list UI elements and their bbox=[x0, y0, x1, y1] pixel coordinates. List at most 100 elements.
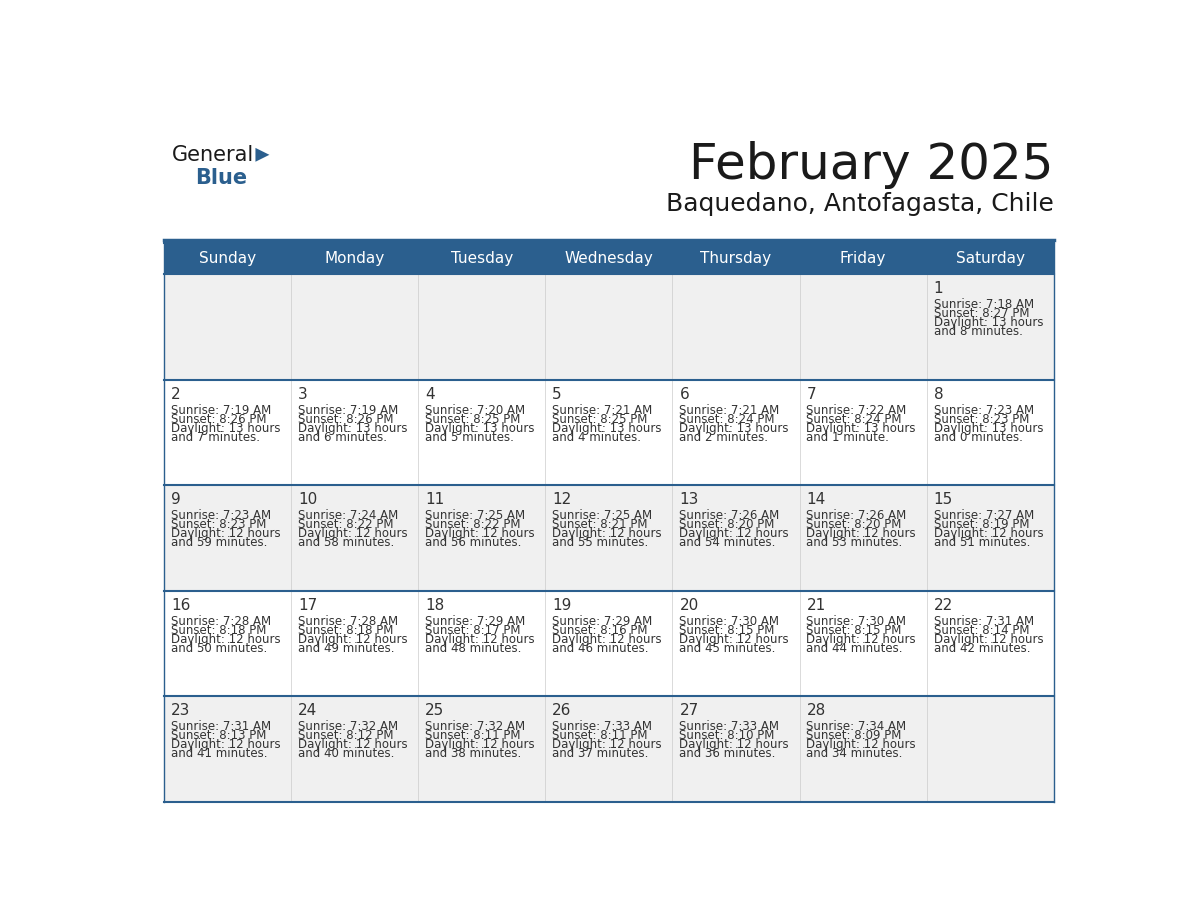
Text: Thursday: Thursday bbox=[701, 252, 771, 266]
Text: 2: 2 bbox=[171, 386, 181, 401]
Text: Sunrise: 7:29 AM: Sunrise: 7:29 AM bbox=[425, 614, 525, 628]
Text: Sunrise: 7:26 AM: Sunrise: 7:26 AM bbox=[680, 509, 779, 522]
Text: Sunrise: 7:25 AM: Sunrise: 7:25 AM bbox=[552, 509, 652, 522]
Bar bbox=[164, 380, 1054, 485]
Text: and 2 minutes.: and 2 minutes. bbox=[680, 431, 769, 443]
Text: Sunset: 8:24 PM: Sunset: 8:24 PM bbox=[807, 412, 902, 426]
Text: Daylight: 13 hours: Daylight: 13 hours bbox=[552, 421, 662, 435]
Text: Sunset: 8:15 PM: Sunset: 8:15 PM bbox=[680, 623, 775, 636]
Text: and 45 minutes.: and 45 minutes. bbox=[680, 642, 776, 655]
Text: Sunrise: 7:33 AM: Sunrise: 7:33 AM bbox=[680, 720, 779, 733]
Text: and 40 minutes.: and 40 minutes. bbox=[298, 747, 394, 760]
Text: 12: 12 bbox=[552, 492, 571, 507]
Text: Daylight: 13 hours: Daylight: 13 hours bbox=[934, 316, 1043, 330]
Text: 24: 24 bbox=[298, 703, 317, 718]
Text: 15: 15 bbox=[934, 492, 953, 507]
Text: Daylight: 12 hours: Daylight: 12 hours bbox=[552, 633, 662, 645]
Text: Sunrise: 7:30 AM: Sunrise: 7:30 AM bbox=[680, 614, 779, 628]
Text: Sunrise: 7:24 AM: Sunrise: 7:24 AM bbox=[298, 509, 398, 522]
Text: and 59 minutes.: and 59 minutes. bbox=[171, 536, 267, 549]
Text: Sunset: 8:23 PM: Sunset: 8:23 PM bbox=[171, 518, 266, 532]
Text: and 1 minute.: and 1 minute. bbox=[807, 431, 890, 443]
Text: Sunrise: 7:25 AM: Sunrise: 7:25 AM bbox=[425, 509, 525, 522]
Text: 22: 22 bbox=[934, 598, 953, 612]
Text: Sunset: 8:25 PM: Sunset: 8:25 PM bbox=[425, 412, 520, 426]
Text: and 58 minutes.: and 58 minutes. bbox=[298, 536, 394, 549]
Text: Daylight: 12 hours: Daylight: 12 hours bbox=[934, 633, 1043, 645]
Text: Sunset: 8:26 PM: Sunset: 8:26 PM bbox=[298, 412, 393, 426]
Text: Sunset: 8:26 PM: Sunset: 8:26 PM bbox=[171, 412, 266, 426]
Text: Daylight: 12 hours: Daylight: 12 hours bbox=[425, 738, 535, 751]
Bar bbox=[164, 696, 1054, 801]
Text: Daylight: 12 hours: Daylight: 12 hours bbox=[298, 738, 407, 751]
Text: 9: 9 bbox=[171, 492, 181, 507]
Text: Sunrise: 7:23 AM: Sunrise: 7:23 AM bbox=[171, 509, 271, 522]
Text: Daylight: 12 hours: Daylight: 12 hours bbox=[425, 633, 535, 645]
Text: Sunset: 8:19 PM: Sunset: 8:19 PM bbox=[934, 518, 1029, 532]
Text: and 7 minutes.: and 7 minutes. bbox=[171, 431, 260, 443]
Text: 1: 1 bbox=[934, 281, 943, 297]
Bar bbox=[164, 243, 1054, 274]
Text: Daylight: 13 hours: Daylight: 13 hours bbox=[807, 421, 916, 435]
Text: Daylight: 12 hours: Daylight: 12 hours bbox=[552, 527, 662, 540]
Text: Sunset: 8:13 PM: Sunset: 8:13 PM bbox=[171, 729, 266, 742]
Text: and 53 minutes.: and 53 minutes. bbox=[807, 536, 903, 549]
Text: and 55 minutes.: and 55 minutes. bbox=[552, 536, 649, 549]
Text: and 48 minutes.: and 48 minutes. bbox=[425, 642, 522, 655]
Text: and 5 minutes.: and 5 minutes. bbox=[425, 431, 514, 443]
Text: Sunset: 8:11 PM: Sunset: 8:11 PM bbox=[425, 729, 520, 742]
Text: Daylight: 13 hours: Daylight: 13 hours bbox=[171, 421, 280, 435]
Text: Sunset: 8:11 PM: Sunset: 8:11 PM bbox=[552, 729, 647, 742]
Text: Sunset: 8:25 PM: Sunset: 8:25 PM bbox=[552, 412, 647, 426]
Text: Blue: Blue bbox=[195, 168, 247, 188]
Text: 21: 21 bbox=[807, 598, 826, 612]
Text: Sunrise: 7:21 AM: Sunrise: 7:21 AM bbox=[680, 404, 779, 417]
Text: Wednesday: Wednesday bbox=[564, 252, 653, 266]
Text: Sunrise: 7:22 AM: Sunrise: 7:22 AM bbox=[807, 404, 906, 417]
Text: Daylight: 13 hours: Daylight: 13 hours bbox=[680, 421, 789, 435]
Text: Baquedano, Antofagasta, Chile: Baquedano, Antofagasta, Chile bbox=[665, 192, 1054, 216]
Text: Daylight: 12 hours: Daylight: 12 hours bbox=[680, 633, 789, 645]
Text: Sunday: Sunday bbox=[198, 252, 257, 266]
Text: Tuesday: Tuesday bbox=[450, 252, 513, 266]
Text: and 37 minutes.: and 37 minutes. bbox=[552, 747, 649, 760]
Text: Daylight: 12 hours: Daylight: 12 hours bbox=[298, 633, 407, 645]
Text: and 42 minutes.: and 42 minutes. bbox=[934, 642, 1030, 655]
Text: and 6 minutes.: and 6 minutes. bbox=[298, 431, 387, 443]
Bar bbox=[164, 274, 1054, 380]
Text: Sunrise: 7:31 AM: Sunrise: 7:31 AM bbox=[171, 720, 271, 733]
Text: Sunset: 8:09 PM: Sunset: 8:09 PM bbox=[807, 729, 902, 742]
Text: and 46 minutes.: and 46 minutes. bbox=[552, 642, 649, 655]
Text: Sunset: 8:14 PM: Sunset: 8:14 PM bbox=[934, 623, 1029, 636]
Text: Sunrise: 7:34 AM: Sunrise: 7:34 AM bbox=[807, 720, 906, 733]
Text: 27: 27 bbox=[680, 703, 699, 718]
Text: and 56 minutes.: and 56 minutes. bbox=[425, 536, 522, 549]
Text: 20: 20 bbox=[680, 598, 699, 612]
Text: Sunrise: 7:28 AM: Sunrise: 7:28 AM bbox=[171, 614, 271, 628]
Text: and 54 minutes.: and 54 minutes. bbox=[680, 536, 776, 549]
Text: and 0 minutes.: and 0 minutes. bbox=[934, 431, 1023, 443]
Bar bbox=[164, 485, 1054, 590]
Text: 26: 26 bbox=[552, 703, 571, 718]
Text: Sunset: 8:12 PM: Sunset: 8:12 PM bbox=[298, 729, 393, 742]
Text: Sunset: 8:23 PM: Sunset: 8:23 PM bbox=[934, 412, 1029, 426]
Text: Daylight: 12 hours: Daylight: 12 hours bbox=[680, 738, 789, 751]
Text: 13: 13 bbox=[680, 492, 699, 507]
Text: and 44 minutes.: and 44 minutes. bbox=[807, 642, 903, 655]
Text: Sunrise: 7:19 AM: Sunrise: 7:19 AM bbox=[298, 404, 398, 417]
Text: Sunrise: 7:28 AM: Sunrise: 7:28 AM bbox=[298, 614, 398, 628]
Text: Daylight: 12 hours: Daylight: 12 hours bbox=[680, 527, 789, 540]
Text: and 34 minutes.: and 34 minutes. bbox=[807, 747, 903, 760]
Text: Sunrise: 7:32 AM: Sunrise: 7:32 AM bbox=[425, 720, 525, 733]
Text: and 50 minutes.: and 50 minutes. bbox=[171, 642, 267, 655]
Text: Daylight: 12 hours: Daylight: 12 hours bbox=[171, 633, 280, 645]
Text: 6: 6 bbox=[680, 386, 689, 401]
Text: 3: 3 bbox=[298, 386, 308, 401]
Bar bbox=[164, 590, 1054, 696]
Text: Sunset: 8:20 PM: Sunset: 8:20 PM bbox=[807, 518, 902, 532]
Text: Sunset: 8:15 PM: Sunset: 8:15 PM bbox=[807, 623, 902, 636]
Text: Sunset: 8:22 PM: Sunset: 8:22 PM bbox=[298, 518, 393, 532]
Text: Daylight: 12 hours: Daylight: 12 hours bbox=[807, 527, 916, 540]
Text: Sunset: 8:20 PM: Sunset: 8:20 PM bbox=[680, 518, 775, 532]
Text: Daylight: 12 hours: Daylight: 12 hours bbox=[807, 633, 916, 645]
